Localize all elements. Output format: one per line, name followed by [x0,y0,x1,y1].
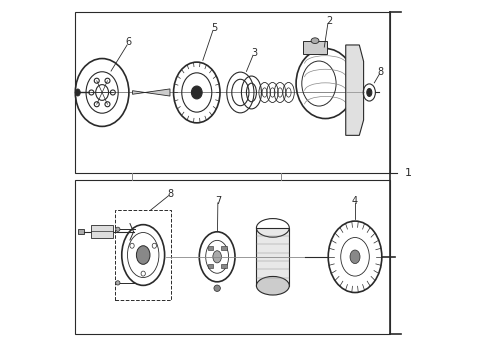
Text: 3: 3 [251,48,257,58]
Ellipse shape [192,86,202,99]
Text: 8: 8 [377,67,383,77]
Bar [221,246,226,250]
Ellipse shape [350,250,360,264]
Ellipse shape [367,89,372,96]
Text: 6: 6 [126,37,132,48]
Ellipse shape [116,227,120,231]
Ellipse shape [311,38,319,44]
Bar [75,12,390,173]
Text: 7: 7 [215,196,221,206]
Text: 5: 5 [212,23,218,33]
Bar [208,246,214,250]
Text: 2: 2 [326,16,332,26]
Ellipse shape [136,246,150,264]
Ellipse shape [116,281,120,285]
Bar [303,41,327,54]
Bar [78,229,84,234]
Ellipse shape [256,276,289,295]
Polygon shape [346,45,364,135]
Text: 8: 8 [167,189,173,199]
Text: 4: 4 [352,196,358,206]
Bar [75,180,390,334]
Bar [221,264,226,268]
Bar [115,210,171,300]
Ellipse shape [75,89,80,96]
Bar [256,228,289,286]
Polygon shape [132,89,170,96]
Bar [91,225,113,238]
Ellipse shape [214,285,220,292]
Bar [208,264,214,268]
Ellipse shape [213,251,221,263]
Text: 1: 1 [405,168,412,178]
